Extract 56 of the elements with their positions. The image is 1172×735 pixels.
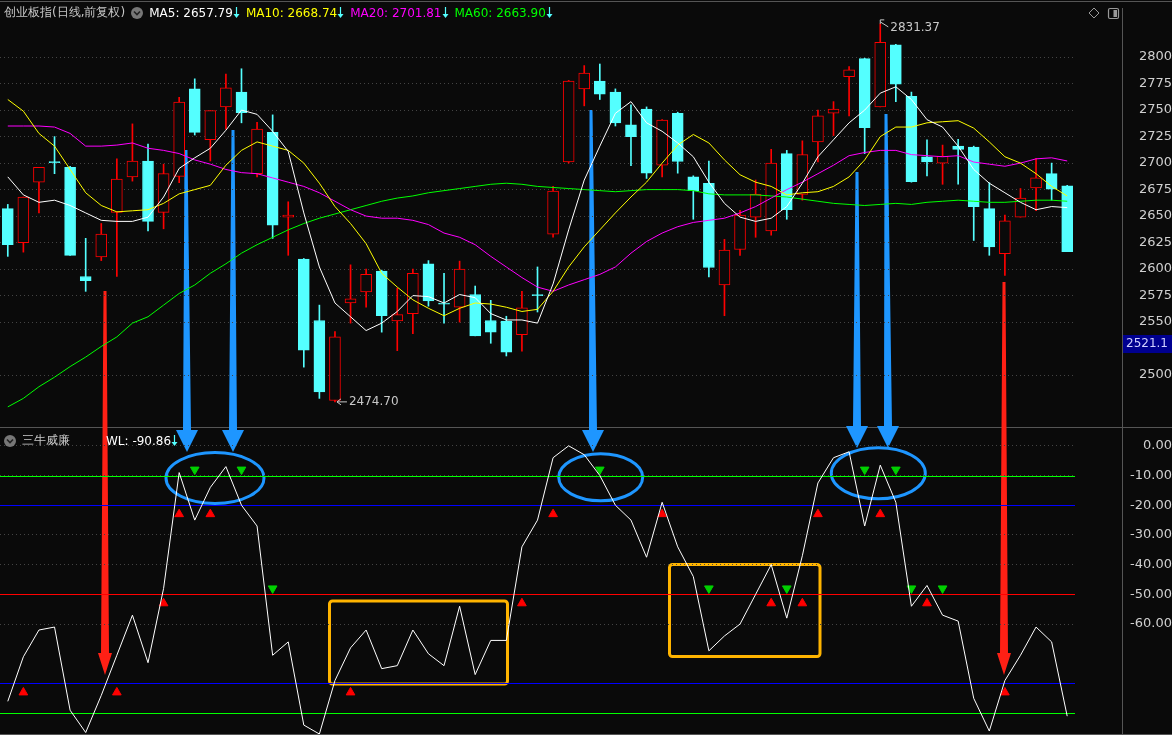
y-tick-label: 2550: [1138, 313, 1172, 329]
point: [1000, 686, 1010, 696]
y-tick-label: 2750: [1138, 101, 1172, 117]
y-tick-label: -10.00: [1130, 466, 1172, 482]
point: [548, 508, 558, 518]
y-tick-label: -60.00: [1130, 615, 1172, 631]
y-tick-label: 2650: [1138, 207, 1172, 223]
y-tick-label: 2625: [1138, 233, 1172, 249]
point: [267, 585, 278, 594]
y-tick-label: 2500: [1138, 366, 1172, 382]
y-tick-label: -40.00: [1130, 556, 1172, 572]
candlestick: [625, 104, 637, 167]
y-tick-label: -20.00: [1130, 496, 1172, 512]
annotation: 2474.70: [348, 394, 399, 409]
y-tick-label: -30.00: [1130, 526, 1172, 542]
candlestick: [391, 287, 404, 352]
point: [766, 597, 777, 607]
point: [205, 508, 216, 518]
y-tick-label: -50.00: [1130, 585, 1172, 601]
point: [18, 686, 29, 696]
point: [236, 466, 247, 476]
point: [174, 508, 184, 518]
annotation: 2831.37: [890, 19, 940, 34]
text: 2521.1: [1126, 336, 1168, 351]
y-tick-label: 2600: [1138, 260, 1172, 276]
point: [859, 466, 870, 476]
point: [813, 508, 823, 518]
text: 三牛威廉: [22, 432, 70, 449]
point: [112, 686, 122, 696]
point: [704, 585, 714, 594]
point: [781, 585, 792, 594]
candlestick: [843, 66, 855, 117]
y-tick-label: 2800: [1138, 48, 1172, 64]
text: MA5: 2657.79: [149, 5, 233, 20]
text: MA10: 2668.74: [245, 5, 338, 20]
point: [345, 686, 356, 696]
point: [875, 508, 886, 518]
point: [594, 466, 605, 476]
text: MA60: 2663.90: [454, 5, 546, 20]
point: [797, 597, 808, 607]
point: [922, 597, 932, 607]
candlestick: [438, 272, 450, 324]
candlestick: [921, 139, 933, 177]
point: [891, 466, 901, 476]
y-tick-label: 2675: [1138, 180, 1172, 196]
y-tick-label: 2725: [1138, 127, 1172, 143]
y-tick-label: 0.00: [1143, 437, 1172, 453]
y-tick-label: 2775: [1138, 74, 1172, 90]
y-tick-label: 2575: [1138, 286, 1172, 302]
y-tick-label: 2700: [1138, 154, 1172, 170]
point: [937, 585, 948, 594]
point: [517, 597, 527, 607]
point: [189, 466, 200, 476]
chart-title: 创业板指(日线,前复权): [4, 4, 126, 21]
text: MA20: 2701.81: [350, 5, 442, 20]
candlestick: [79, 238, 92, 292]
